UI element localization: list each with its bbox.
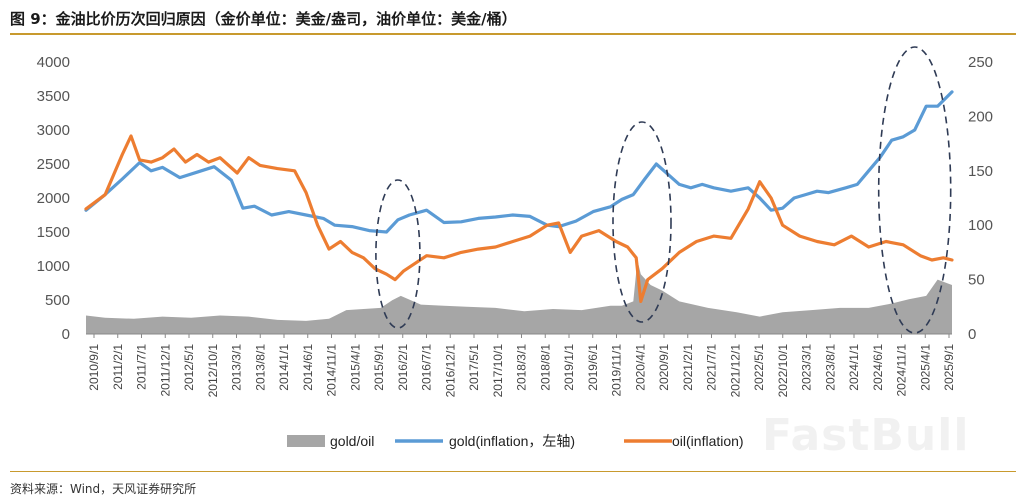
chart-title: 图 9：金油比价历次回归原因（金价单位：美金/盎司，油价单位：美金/桶） [10, 10, 517, 28]
left-axis-tick-label: 2500 [37, 156, 70, 173]
line-layer [84, 90, 954, 303]
x-axis-tick-label: 2024/1/1 [847, 344, 861, 391]
x-axis-tick-label: 2021/12/1 [728, 344, 742, 398]
x-axis-tick-label: 2011/2/1 [111, 344, 125, 390]
x-axis-tick-label: 2015/4/1 [348, 344, 362, 391]
x-axis-tick-label: 2017/10/1 [491, 344, 505, 398]
x-axis-tick-label: 2018/8/1 [538, 344, 552, 391]
left-axis-tick-label: 1000 [37, 258, 70, 275]
right-axis-tick-label: 250 [968, 54, 993, 71]
x-axis-tick-label: 2022/10/1 [776, 344, 790, 398]
x-axis-tick-label: 2023/3/1 [800, 344, 814, 391]
right-axis-tick-label: 0 [968, 326, 976, 343]
left-axis-tick-label: 3000 [37, 122, 70, 139]
right-axis-tick-label: 200 [968, 108, 993, 125]
x-axis-tick-label: 2015/9/1 [372, 344, 386, 391]
watermark-logo: FastBull [762, 410, 970, 461]
x-axis-tick-label: 2025/9/1 [942, 344, 956, 391]
source-note: 资料来源：Wind，天风证券研究所 [10, 482, 197, 496]
x-axis-tick-label: 2019/6/1 [586, 344, 600, 391]
ratio-area-layer [86, 260, 952, 334]
x-axis-tick-label: 2011/12/1 [158, 344, 172, 397]
right-axis-tick-label: 50 [968, 272, 985, 289]
legend-label: gold/oil [330, 433, 374, 449]
legend-swatch-gold-oil [287, 435, 325, 447]
x-axis-tick-label: 2019/11/1 [610, 344, 624, 397]
x-axis-tick-label: 2014/1/1 [277, 344, 291, 391]
right-axis-tick-label: 150 [968, 163, 993, 180]
legend-label: oil(inflation) [672, 433, 744, 449]
left-axis-tick-label: 0 [62, 326, 70, 343]
left-axis-tick-label: 4000 [37, 54, 70, 71]
x-axis-tick-label: 2024/11/1 [895, 344, 909, 397]
annotation-ellipse-1 [375, 179, 421, 329]
x-axis-tick-label: 2016/7/1 [420, 344, 434, 391]
x-axis-tick-label: 2011/7/1 [135, 344, 149, 390]
x-axis-tick-label: 2021/2/1 [681, 344, 695, 391]
footer-divider [10, 471, 1016, 472]
series-gold-line [84, 90, 954, 234]
annotation-ellipse-3 [877, 46, 952, 334]
x-axis-tick-label: 2014/11/1 [325, 344, 339, 397]
axis-layer: 0 500 1000 1500 2000 2500 3000 3500 4000 0 50 100 15… [37, 54, 993, 397]
x-axis-tick-label: 2020/4/1 [633, 344, 647, 391]
left-axis-tick-label: 500 [45, 292, 70, 309]
annotation-ellipse-2 [612, 121, 672, 323]
left-axis-tick-label: 1500 [37, 224, 70, 241]
x-axis-tick-label: 2012/5/1 [182, 344, 196, 391]
annotation-layer [375, 46, 952, 334]
x-axis-tick-label: 2019/1/1 [562, 344, 576, 391]
left-axis-tick-label: 2000 [37, 190, 70, 207]
x-axis-tick-label: 2023/8/1 [823, 344, 837, 391]
x-axis-tick-label: 2010/9/1 [87, 344, 101, 391]
x-axis-tick-label: 2017/5/1 [467, 344, 481, 391]
x-axis-tick-label: 2016/12/1 [443, 344, 457, 398]
series-oil-line [84, 134, 954, 303]
chart-canvas: 0 500 1000 1500 2000 2500 3000 3500 4000 0 50 100 15… [37, 46, 993, 449]
x-axis-tick-label: 2018/3/1 [515, 344, 529, 391]
legend: gold/oil gold(inflation，左轴) oil(inflation) [287, 433, 744, 449]
x-axis-tick-label: 2014/6/1 [301, 344, 315, 391]
x-axis-tick-label: 2022/5/1 [752, 344, 766, 391]
x-axis-tick-label: 2025/4/1 [918, 344, 932, 391]
x-axis-tick-label: 2021/7/1 [705, 344, 719, 391]
x-axis-tick-label: 2020/9/1 [657, 344, 671, 391]
x-axis-tick-label: 2016/2/1 [396, 344, 410, 391]
legend-label: gold(inflation，左轴) [449, 433, 575, 449]
right-axis-tick-label: 100 [968, 217, 993, 234]
series-gold-oil-area [86, 260, 952, 334]
x-axis-tick-label: 2012/10/1 [206, 344, 220, 398]
x-axis-tick-label: 2013/3/1 [230, 344, 244, 391]
x-axis-tick-label: 2013/8/1 [253, 344, 267, 391]
x-axis-tick-label: 2024/6/1 [871, 344, 885, 391]
left-axis-tick-label: 3500 [37, 88, 70, 105]
title-divider [10, 33, 1016, 35]
